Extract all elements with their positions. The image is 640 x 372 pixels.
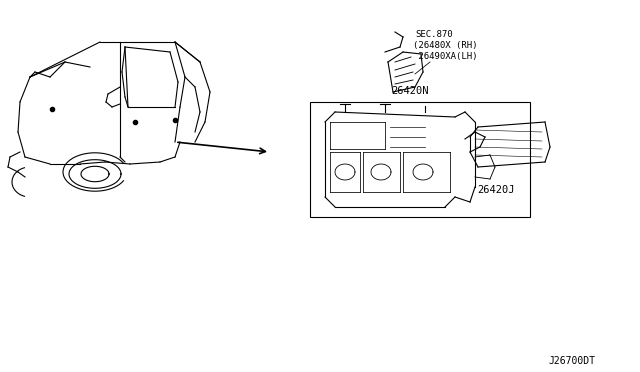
Text: 26490XA(LH): 26490XA(LH) [413, 52, 477, 61]
Text: SEC.870: SEC.870 [415, 30, 452, 39]
Text: 26420J: 26420J [477, 185, 515, 195]
Text: (26480X (RH): (26480X (RH) [413, 41, 477, 50]
Text: J26700DT: J26700DT [548, 356, 595, 366]
Text: 26420N: 26420N [391, 86, 429, 96]
Bar [310, 102, 530, 217]
